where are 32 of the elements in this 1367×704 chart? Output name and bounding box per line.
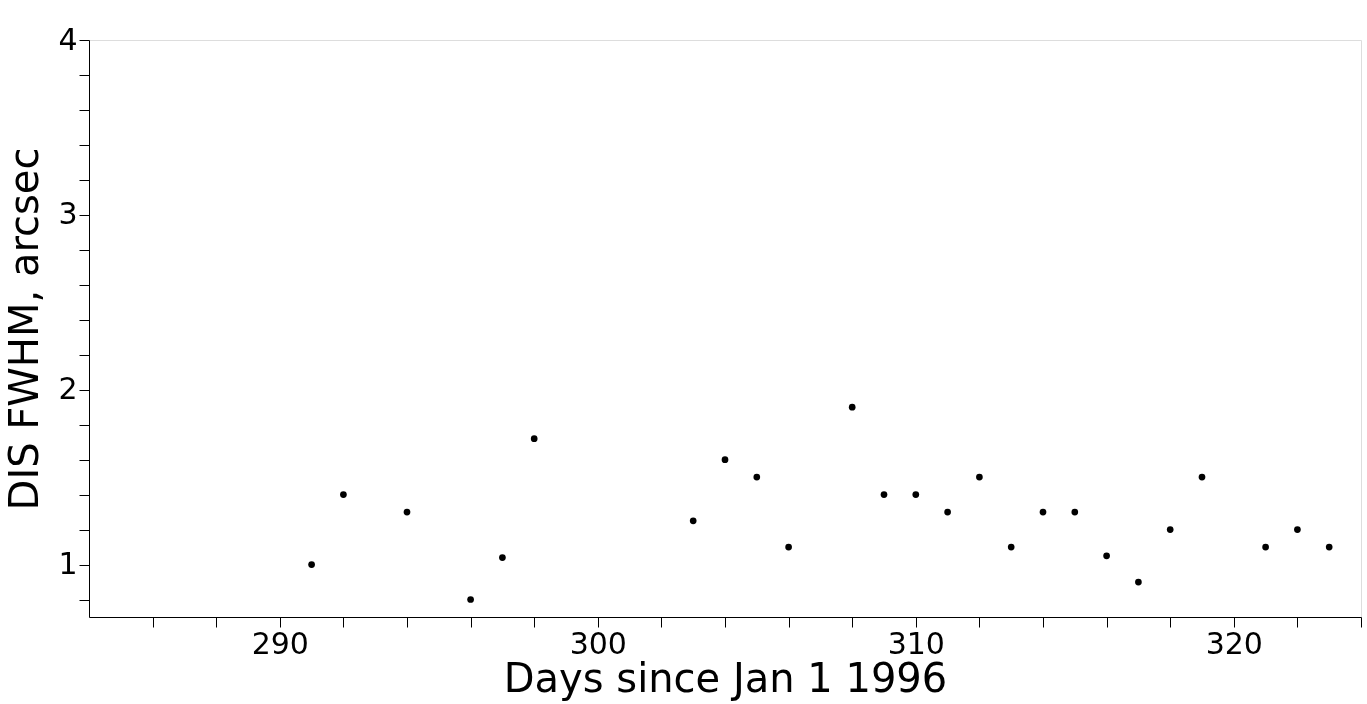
point <box>880 491 888 498</box>
point <box>753 473 761 481</box>
point <box>1325 543 1333 551</box>
point <box>944 508 951 516</box>
point <box>499 554 506 561</box>
point <box>785 543 792 551</box>
y-tick-label: 3 <box>58 196 78 232</box>
point <box>340 491 347 498</box>
point <box>721 456 729 463</box>
point <box>1262 543 1269 551</box>
point <box>308 561 315 568</box>
x-tick-label: 320 <box>1205 625 1263 661</box>
point <box>1103 552 1110 560</box>
point <box>530 435 538 442</box>
x-tick-label: 290 <box>251 625 309 661</box>
point <box>1135 578 1142 586</box>
point <box>1166 526 1174 533</box>
y-tick-label: 2 <box>58 371 78 407</box>
point <box>1294 526 1301 533</box>
point <box>689 517 697 525</box>
y-axis-title: DIS FWHM, arcsec <box>1 147 48 511</box>
y-tick-label: 1 <box>58 546 78 582</box>
point <box>1198 473 1206 481</box>
point <box>467 596 474 603</box>
point <box>1071 508 1079 516</box>
point <box>912 491 920 498</box>
y-tick-label: 4 <box>58 21 78 57</box>
point <box>976 473 983 481</box>
point <box>1007 543 1015 551</box>
point <box>1039 508 1047 516</box>
point <box>848 403 856 411</box>
point <box>403 508 411 516</box>
